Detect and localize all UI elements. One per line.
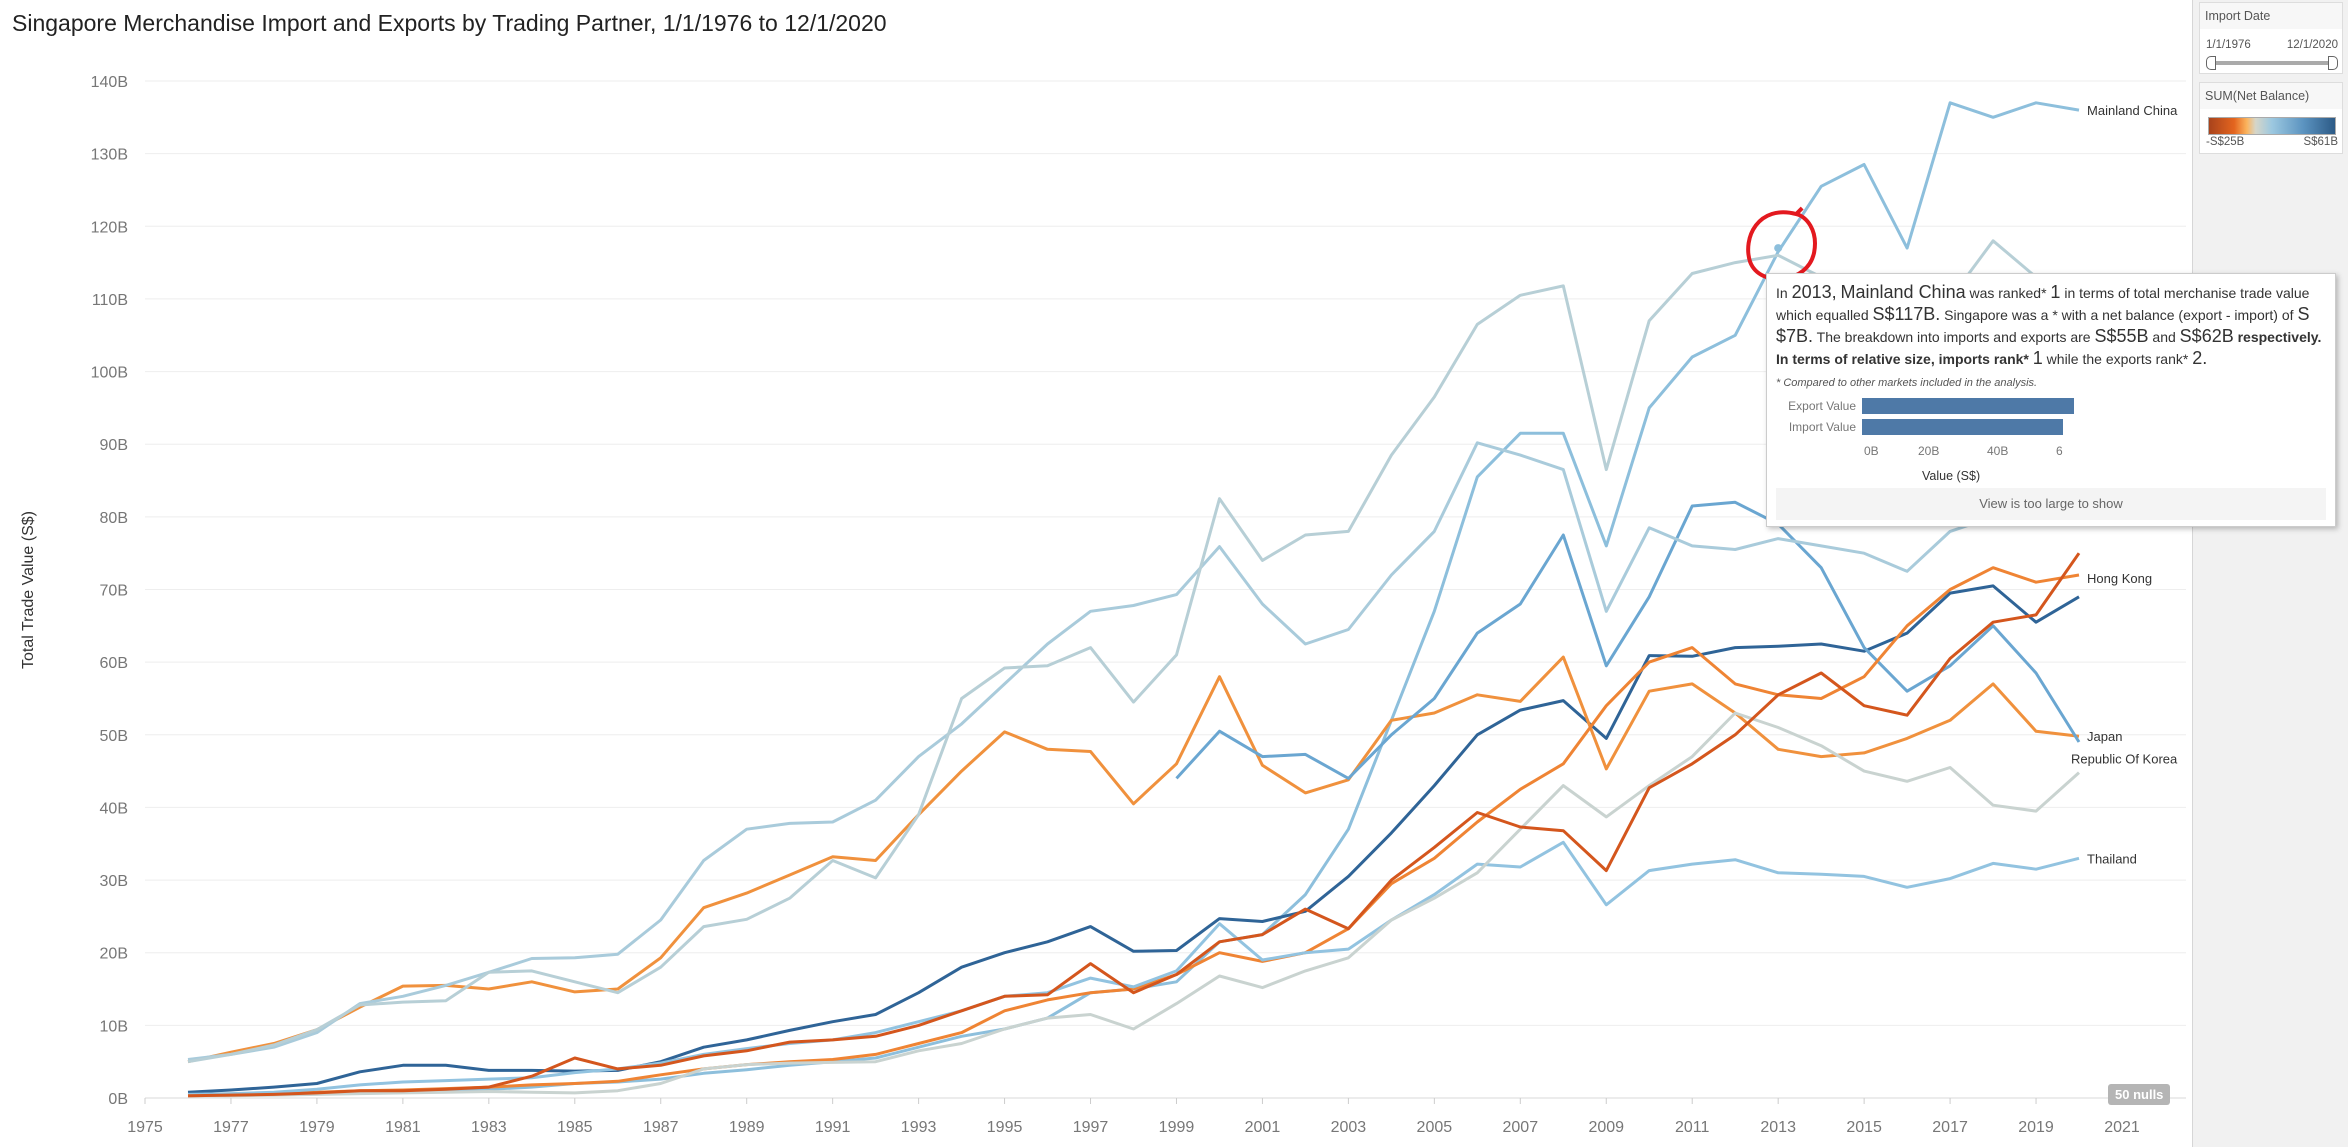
tooltip-imports: S$55B: [2094, 326, 2149, 346]
slider-start-handle[interactable]: [2206, 56, 2216, 70]
tooltip-description: In 2013, Mainland China was ranked* 1 in…: [1776, 282, 2322, 368]
bar-tick: 20B: [1918, 444, 1940, 458]
x-tick-label: 2015: [1846, 1119, 1882, 1136]
y-tick-label: 120B: [91, 219, 128, 236]
highlight-annotation: [1746, 206, 1817, 282]
y-tick-label: 0B: [108, 1091, 128, 1108]
x-tick-label: 2021: [2104, 1119, 2140, 1136]
y-tick-label: 110B: [92, 292, 128, 309]
x-tick-label: 2003: [1331, 1119, 1367, 1136]
date-end: 12/1/2020: [2286, 39, 2338, 51]
series-end-label: Japan: [2087, 729, 2122, 744]
highlighted-point: [1774, 244, 1783, 253]
tooltip-net: S $7B.: [1776, 304, 2310, 346]
y-tick-label: 40B: [100, 800, 128, 817]
y-tick-label: 50B: [100, 728, 128, 745]
import-date-label: Import Date: [2200, 3, 2342, 29]
bar-tick: 0B: [1864, 444, 1879, 458]
x-tick-label: 1999: [1159, 1119, 1195, 1136]
y-tick-label: 80B: [100, 510, 128, 527]
slider-end-handle[interactable]: [2328, 56, 2338, 70]
bar-label-import: Import Value: [1788, 420, 1856, 434]
series-line-mainland-china: [187, 101, 2080, 1098]
series-line-market-5: [187, 239, 2080, 1064]
bar-tick: 6: [2056, 444, 2063, 458]
tooltip: In 2013, Mainland China was ranked* 1 in…: [1766, 273, 2336, 527]
tooltip-year: 2013,: [1791, 282, 1837, 302]
gridlines: [145, 80, 2186, 1099]
filter-panel: Import Date 1/1/1976 12/1/2020 SUM(Net B…: [2192, 0, 2348, 1147]
x-tick-label: 1989: [729, 1119, 765, 1136]
bar-tick: 40B: [1987, 444, 2009, 458]
x-tick-label: 1979: [299, 1119, 335, 1136]
x-tick-label: 2011: [1675, 1119, 1710, 1136]
y-tick-label: 70B: [100, 583, 128, 600]
x-tick-label: 2005: [1417, 1119, 1453, 1136]
legend-max: S$61B: [2303, 136, 2338, 148]
series-lines: [187, 101, 2081, 1098]
series-line-market-6: [187, 566, 2080, 1098]
x-tick-label: 1987: [643, 1119, 679, 1136]
series-line-japan: [187, 655, 2080, 1064]
series-line-market-9: [187, 552, 2081, 1098]
bar-axis-label: Value (S$): [1922, 469, 1981, 483]
y-tick-label: 30B: [100, 873, 128, 890]
nulls-indicator[interactable]: 50 nulls: [2108, 1084, 2171, 1105]
x-tick-label: 1985: [557, 1119, 593, 1136]
x-tick-label: 1995: [987, 1119, 1023, 1136]
tooltip-bar-chart: Export Value Import Value 0B 20B 40B 6: [1776, 398, 2326, 468]
x-tick-label: 2013: [1760, 1119, 1796, 1136]
series-end-label: Mainland China: [2087, 103, 2178, 118]
y-tick-label: 100B: [91, 365, 128, 382]
net-balance-legend: SUM(Net Balance) -S$25B S$61B: [2199, 82, 2343, 154]
date-start: 1/1/1976: [2206, 39, 2251, 51]
date-range-slider[interactable]: [2206, 56, 2338, 70]
tooltip-note: * Compared to other markets included in …: [1776, 377, 2038, 389]
x-tick-label: 2017: [1932, 1119, 1968, 1136]
series-line-hong-kong: [187, 584, 2080, 1094]
x-tick-label: 1991: [815, 1119, 851, 1136]
x-tick-label: 1977: [213, 1119, 249, 1136]
page-title: Singapore Merchandise Import and Exports…: [12, 10, 887, 36]
legend-min: -S$25B: [2206, 136, 2245, 148]
red-circle-annotation: [1746, 206, 1817, 282]
x-tick-label: 1975: [127, 1119, 163, 1136]
tooltip-exports: S$62B: [2179, 326, 2234, 346]
bar-label-export: Export Value: [1788, 399, 1856, 413]
series-line-market-4: [187, 441, 2080, 1061]
view-too-large-message: View is too large to show: [1776, 488, 2326, 520]
x-tick-label: 2009: [1588, 1119, 1624, 1136]
y-tick-label: 10B: [100, 1018, 128, 1035]
x-tick-label: 1983: [471, 1119, 507, 1136]
y-axis-ticks: 0B 10B 20B 30B 40B 50B 60B 70B 80B 90B 100B 110B 120…: [91, 74, 128, 1108]
x-tick-label: 2001: [1245, 1119, 1281, 1136]
y-tick-label: 90B: [100, 437, 128, 454]
series-line-market-3: [1175, 500, 2081, 780]
x-axis-ticks: 1975 1977 1979 1981 1983 1985 1987 1989 1991 1993…: [127, 1098, 2140, 1136]
tooltip-total: S$117B.: [1872, 304, 1941, 324]
y-tick-label: 60B: [100, 655, 128, 672]
tooltip-country: Mainland China: [1840, 282, 1966, 302]
bar-import-value: [1862, 419, 2064, 435]
y-tick-label: 130B: [91, 147, 128, 164]
y-tick-label: 20B: [100, 946, 128, 963]
series-end-label: Hong Kong: [2087, 571, 2152, 586]
import-date-filter: Import Date 1/1/1976 12/1/2020: [2199, 2, 2343, 74]
series-end-label: Thailand: [2087, 851, 2137, 866]
net-balance-label: SUM(Net Balance): [2200, 83, 2342, 109]
series-end-label: Republic Of Korea: [2071, 752, 2178, 767]
series-line-republic-of-korea: [188, 711, 2081, 1098]
series-labels: Mainland China Hong Kong Japan Thailand Repu…: [2071, 103, 2178, 866]
bar-export-value: [1862, 398, 2074, 414]
series-line-thailand: [187, 840, 2080, 1096]
x-tick-label: 1997: [1073, 1119, 1109, 1136]
x-tick-label: 2007: [1503, 1119, 1539, 1136]
y-tick-label: 140B: [91, 74, 128, 91]
y-axis-title: Total Trade Value (S$): [20, 511, 37, 669]
color-gradient: [2208, 117, 2336, 135]
line-chart: 0B10B20B30B40B50B60B70B80B90B100B110B120…: [20, 74, 2186, 1136]
x-tick-label: 2019: [2018, 1119, 2054, 1136]
x-tick-label: 1993: [901, 1119, 937, 1136]
x-tick-label: 1981: [385, 1119, 421, 1136]
